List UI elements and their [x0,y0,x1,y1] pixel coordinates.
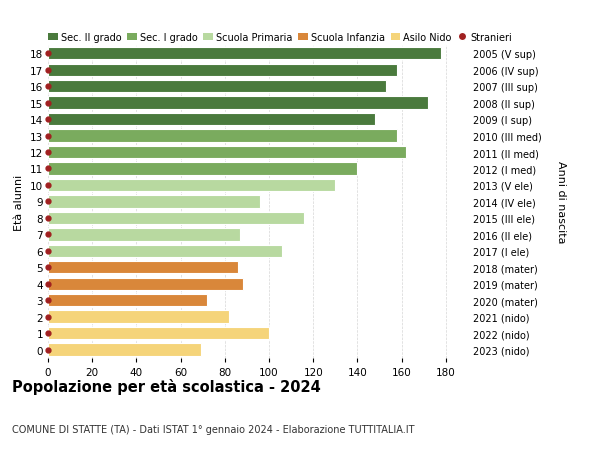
Legend: Sec. II grado, Sec. I grado, Scuola Primaria, Scuola Infanzia, Asilo Nido, Stran: Sec. II grado, Sec. I grado, Scuola Prim… [48,33,512,43]
Bar [48,97,428,110]
Bar [48,179,335,192]
Bar [48,130,397,142]
Bar [48,81,386,93]
Bar [48,114,375,126]
Bar [48,48,442,60]
Bar [48,278,242,290]
Text: Popolazione per età scolastica - 2024: Popolazione per età scolastica - 2024 [12,379,321,395]
Bar [48,146,406,159]
Bar [48,212,304,224]
Bar [48,64,397,77]
Bar [48,294,207,307]
Text: COMUNE DI STATTE (TA) - Dati ISTAT 1° gennaio 2024 - Elaborazione TUTTITALIA.IT: COMUNE DI STATTE (TA) - Dati ISTAT 1° ge… [12,425,415,435]
Bar [48,245,283,257]
Y-axis label: Anni di nascita: Anni di nascita [556,161,566,243]
Bar [48,344,200,356]
Bar [48,163,358,175]
Bar [48,262,238,274]
Y-axis label: Età alunni: Età alunni [14,174,25,230]
Bar [48,229,241,241]
Bar [48,311,229,323]
Bar [48,196,260,208]
Bar [48,327,269,340]
